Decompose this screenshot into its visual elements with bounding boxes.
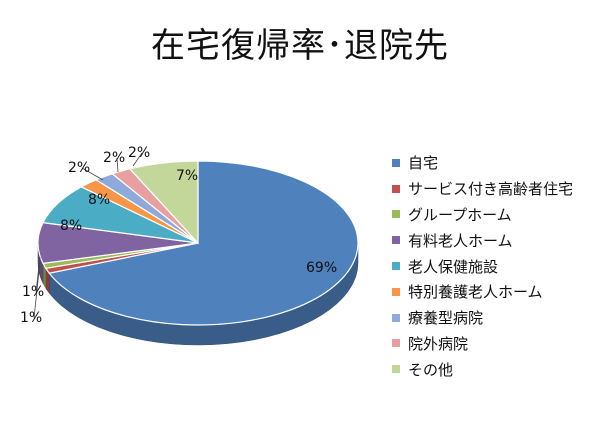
legend-swatch	[392, 262, 400, 271]
legend-label: 自宅	[408, 154, 439, 173]
data-label-2: 1%	[22, 284, 44, 300]
data-label-5: 8%	[88, 192, 110, 208]
legend-label: 老人保健施設	[408, 257, 499, 276]
legend: 自宅サービス付き高齢者住宅 グループホーム 有料老人ホーム 老人保健施設特別養護老人ホ…	[392, 150, 573, 382]
leader-line-2	[35, 256, 41, 293]
legend-label: 院外病院	[408, 334, 469, 353]
leader-line-6	[81, 167, 104, 181]
legend-swatch	[392, 365, 400, 374]
legend-item: サービス付き高齢者住宅	[392, 176, 573, 202]
leader-line-3	[33, 261, 41, 319]
legend-label: その他	[408, 360, 454, 379]
legend-item: グループホーム	[392, 202, 573, 228]
data-label-1: 69%	[306, 260, 337, 276]
pie-slice-9	[128, 160, 199, 245]
legend-item: 院外病院	[392, 331, 573, 357]
pie-slice-1	[48, 160, 359, 326]
legend-label: 有料老人ホーム	[408, 231, 513, 250]
legend-swatch	[392, 313, 400, 322]
leader-line-8	[132, 152, 143, 167]
legend-swatch	[392, 287, 400, 296]
data-label-7: 2%	[103, 150, 125, 166]
legend-swatch	[392, 158, 400, 167]
leader-line-7	[116, 157, 119, 173]
data-label-6: 2%	[68, 160, 90, 176]
legend-label: 特別養護老人ホーム	[408, 283, 543, 302]
chart-title: 在宅復帰率･退院先	[151, 26, 449, 66]
legend-item: 老人保健施設	[392, 253, 573, 279]
data-label-9: 7%	[176, 168, 198, 184]
data-label-4: 8%	[60, 218, 82, 234]
legend-swatch	[392, 210, 400, 219]
legend-swatch	[392, 184, 400, 193]
legend-item: 療養型病院	[392, 305, 573, 331]
legend-label: サービス付き高齢者住宅	[408, 180, 574, 199]
legend-item: 有料老人ホーム	[392, 227, 573, 253]
legend-swatch	[392, 236, 400, 245]
legend-item: 特別養護老人ホーム	[392, 279, 573, 305]
data-label-8: 2%	[128, 145, 150, 161]
data-label-3: 1%	[20, 310, 42, 326]
legend-item: 自宅	[392, 150, 573, 176]
legend-label: 療養型病院	[408, 309, 484, 328]
legend-item: その他	[392, 356, 573, 382]
legend-swatch	[392, 339, 400, 348]
legend-label: グループホーム	[408, 205, 512, 224]
